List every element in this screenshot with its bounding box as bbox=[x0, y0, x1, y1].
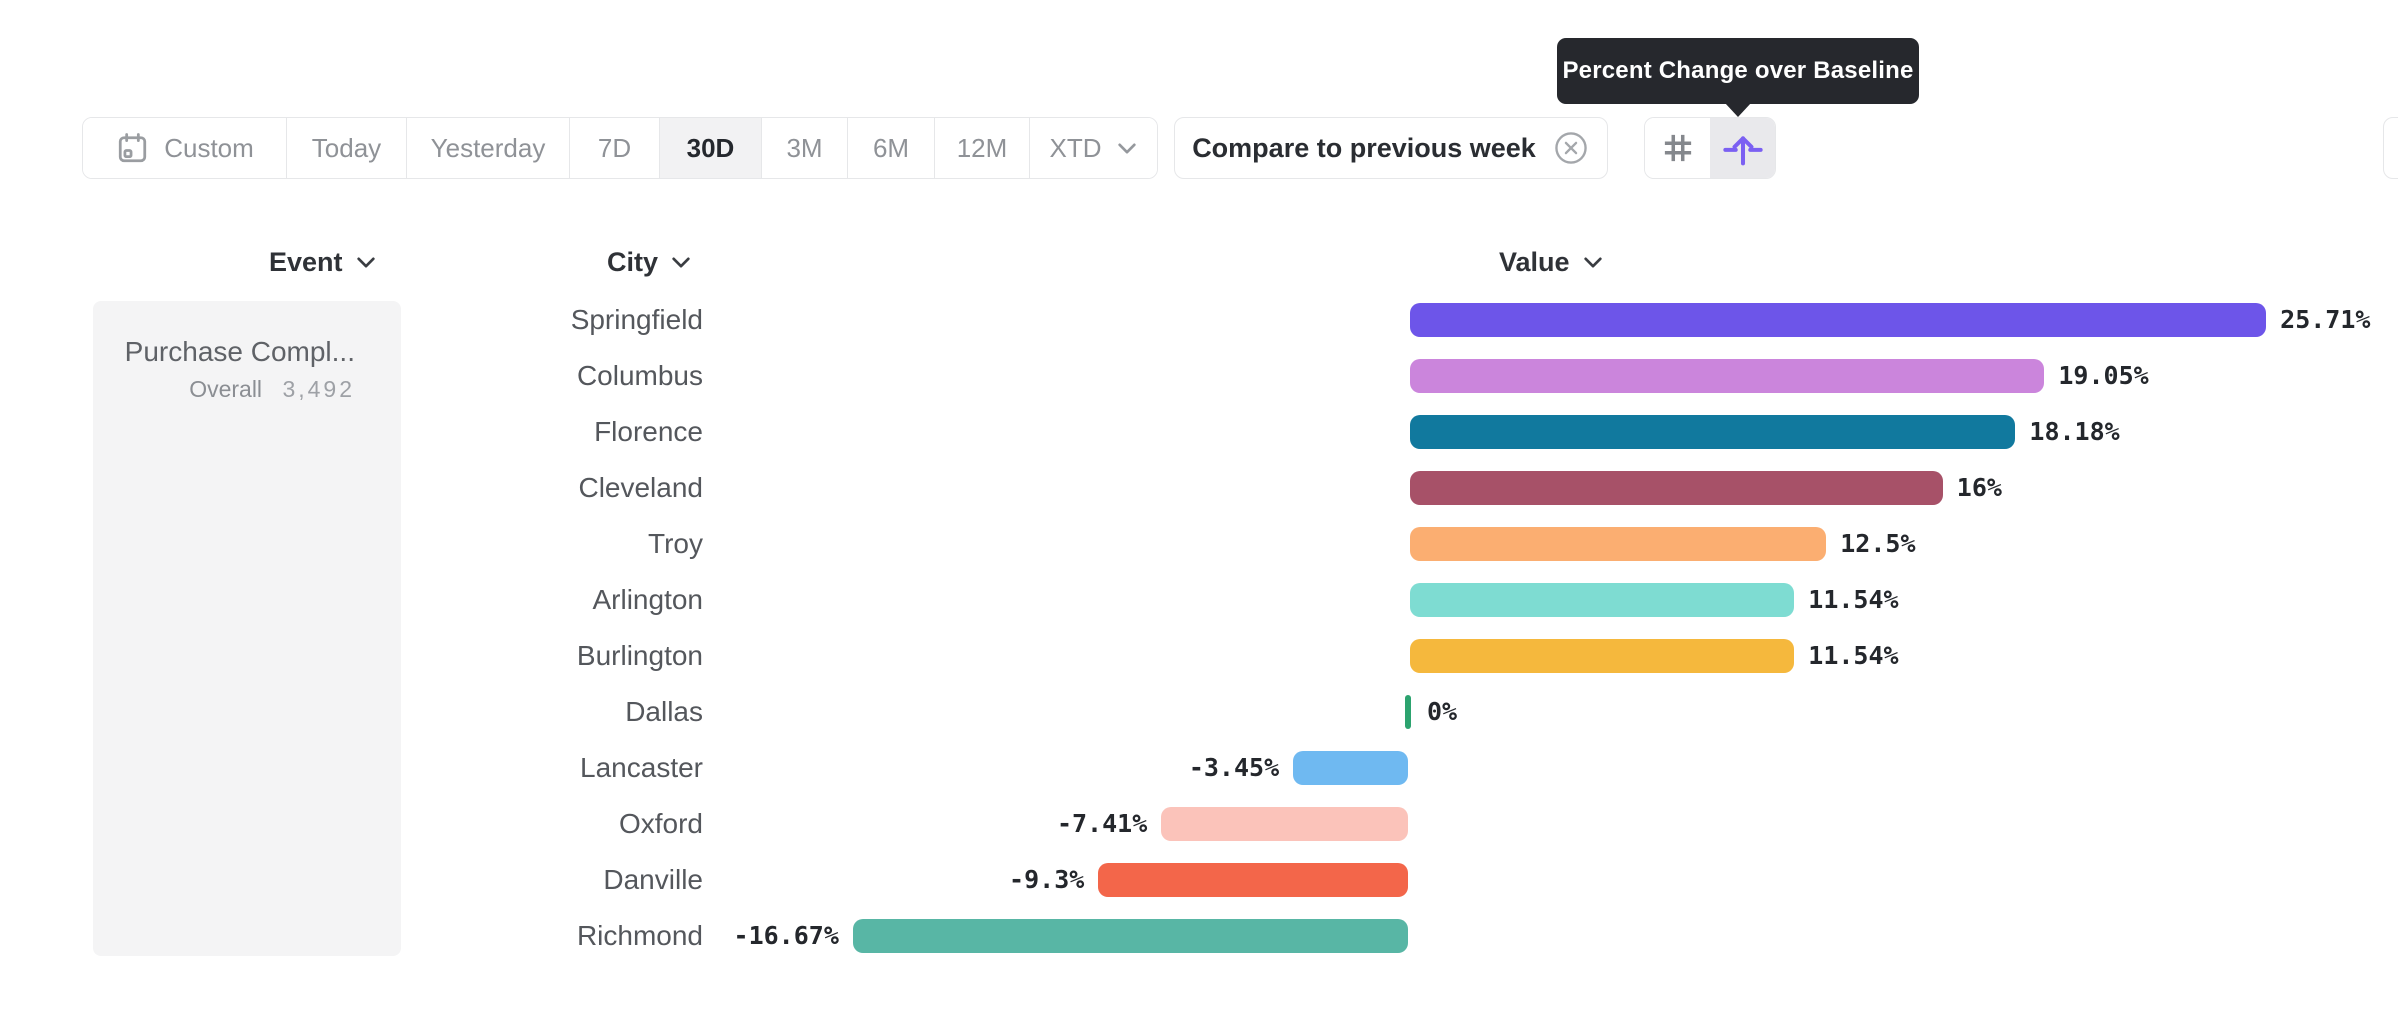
city-label: Springfield bbox=[570, 304, 703, 335]
event-cell-purchase-completed[interactable]: Purchase Compl... Overall 3,492 bbox=[93, 301, 401, 403]
chart-row: Columbus 19.05% bbox=[0, 348, 2398, 404]
event-header-label: Event bbox=[269, 247, 343, 277]
city-header-label: City bbox=[607, 247, 659, 277]
city-label: Oxford bbox=[618, 808, 703, 839]
date-custom-label: Custom bbox=[164, 132, 254, 163]
city-label: Cleveland bbox=[578, 472, 703, 503]
absolute-numbers-button[interactable] bbox=[1645, 118, 1710, 178]
date-xtd-button[interactable]: XTD bbox=[1029, 118, 1157, 178]
chart-row: Oxford -7.41% bbox=[0, 796, 2398, 852]
city-label: Lancaster bbox=[580, 752, 703, 783]
city-label: Columbus bbox=[576, 360, 703, 391]
column-header-event[interactable]: Event bbox=[269, 247, 377, 278]
tooltip-text: Percent Change over Baseline bbox=[1562, 57, 1914, 84]
date-xtd-label: XTD bbox=[1049, 132, 1102, 163]
value-label: 11.54% bbox=[1808, 641, 1899, 670]
value-bar[interactable] bbox=[1410, 415, 2016, 449]
date-yesterday-button[interactable]: Yesterday bbox=[406, 118, 569, 178]
overall-label: Overall bbox=[189, 376, 263, 402]
value-bar[interactable] bbox=[852, 919, 1408, 953]
value-label: 19.05% bbox=[2058, 361, 2149, 390]
partial-clipped-button[interactable] bbox=[2383, 117, 2398, 179]
value-bar[interactable] bbox=[1098, 863, 1408, 897]
date-today-button[interactable]: Today bbox=[286, 118, 406, 178]
chart-row: Arlington 11.54% bbox=[0, 572, 2398, 628]
event-panel: Purchase Compl... Overall 3,492 bbox=[93, 301, 401, 956]
compare-label: Compare to previous week bbox=[1192, 132, 1536, 163]
date-3m-button[interactable]: 3M bbox=[761, 118, 847, 178]
baseline-arrow-icon bbox=[1720, 125, 1766, 171]
chart-row: Florence 18.18% bbox=[0, 404, 2398, 460]
value-label: -7.41% bbox=[1056, 809, 1148, 838]
date-6m-button[interactable]: 6M bbox=[847, 118, 934, 178]
value-label: -3.45% bbox=[1188, 753, 1280, 782]
bar-chart: Springfield 25.71% Columbus 19.05% Florence 1… bbox=[0, 292, 2398, 964]
city-label: Arlington bbox=[592, 584, 703, 615]
chart-row: Burlington 11.54% bbox=[0, 628, 2398, 684]
value-bar[interactable] bbox=[1410, 359, 2045, 393]
chart-row: Richmond -16.67% bbox=[0, 908, 2398, 964]
date-12m-button[interactable]: 12M bbox=[934, 118, 1029, 178]
overall-value: 3,492 bbox=[282, 376, 355, 402]
date-30d-button[interactable]: 30D bbox=[659, 118, 761, 178]
chart-row: Dallas 0% bbox=[0, 684, 2398, 740]
chevron-down-icon bbox=[1116, 141, 1138, 156]
value-header-label: Value bbox=[1499, 247, 1570, 277]
city-label: Burlington bbox=[576, 640, 703, 671]
value-label: 16% bbox=[1956, 473, 2002, 502]
value-label: 25.71% bbox=[2280, 305, 2371, 334]
value-display-toggle bbox=[1644, 117, 1776, 179]
percent-change-over-baseline-button[interactable] bbox=[1710, 118, 1775, 178]
event-overall-row: Overall 3,492 bbox=[93, 376, 355, 403]
date-custom-button[interactable]: Custom bbox=[83, 118, 286, 178]
value-label: 0% bbox=[1427, 697, 1458, 726]
compare-to-previous-week-button[interactable]: Compare to previous week bbox=[1174, 117, 1608, 179]
city-label: Danville bbox=[603, 864, 703, 895]
calendar-icon bbox=[115, 131, 150, 166]
date-7d-button[interactable]: 7D bbox=[569, 118, 659, 178]
value-bar[interactable] bbox=[1410, 583, 1795, 617]
chart-row: Cleveland 16% bbox=[0, 460, 2398, 516]
date-range-selector: Custom Today Yesterday 7D 30D 3M 6M 12M … bbox=[82, 117, 1158, 179]
tooltip-percent-change: Percent Change over Baseline bbox=[1557, 38, 1919, 117]
chevron-down-icon bbox=[355, 255, 377, 270]
value-label: 11.54% bbox=[1808, 585, 1899, 614]
value-bar[interactable] bbox=[1405, 695, 1411, 729]
value-bar[interactable] bbox=[1410, 303, 2267, 337]
chart-row: Troy 12.5% bbox=[0, 516, 2398, 572]
value-label: -9.3% bbox=[1009, 865, 1085, 894]
value-bar[interactable] bbox=[1410, 639, 1795, 673]
city-label: Florence bbox=[594, 416, 703, 447]
chevron-down-icon bbox=[1582, 255, 1604, 270]
value-label: 12.5% bbox=[1840, 529, 1916, 558]
value-bar[interactable] bbox=[1410, 527, 1827, 561]
value-label: -16.67% bbox=[733, 921, 839, 950]
toolbar: Custom Today Yesterday 7D 30D 3M 6M 12M … bbox=[0, 117, 2398, 179]
chevron-down-icon bbox=[670, 255, 692, 270]
value-bar[interactable] bbox=[1161, 807, 1408, 841]
tooltip-arrow bbox=[1725, 103, 1751, 117]
city-label: Dallas bbox=[625, 696, 703, 727]
city-label: Richmond bbox=[576, 920, 703, 951]
hash-icon bbox=[1657, 127, 1699, 169]
chart-row: Springfield 25.71% bbox=[0, 292, 2398, 348]
event-name: Purchase Compl... bbox=[124, 336, 355, 367]
value-bar[interactable] bbox=[1410, 471, 1943, 505]
column-header-city[interactable]: City bbox=[607, 247, 692, 278]
value-bar[interactable] bbox=[1293, 751, 1408, 785]
chart-row: Lancaster -3.45% bbox=[0, 740, 2398, 796]
column-header-value[interactable]: Value bbox=[1499, 247, 1604, 278]
chart-row: Danville -9.3% bbox=[0, 852, 2398, 908]
value-label: 18.18% bbox=[2029, 417, 2120, 446]
circle-x-icon[interactable] bbox=[1552, 129, 1590, 167]
city-label: Troy bbox=[648, 528, 703, 559]
